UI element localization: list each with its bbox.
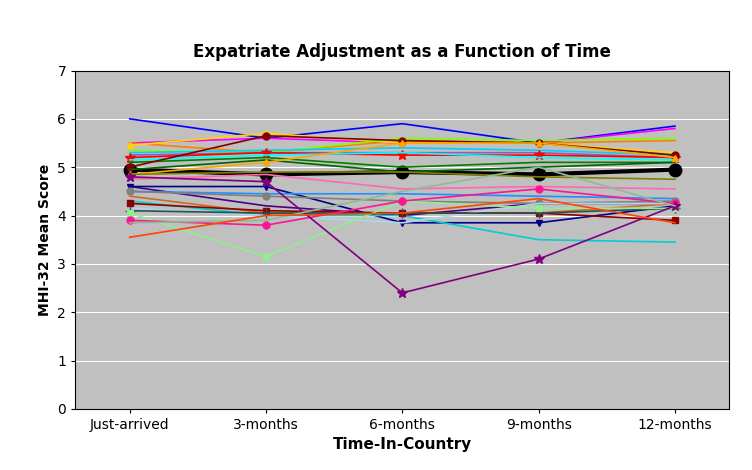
Title: Expatriate Adjustment as a Function of Time: Expatriate Adjustment as a Function of T… — [193, 43, 611, 61]
Y-axis label: MHI-32 Mean Score: MHI-32 Mean Score — [38, 164, 52, 316]
X-axis label: Time-In-Country: Time-In-Country — [332, 438, 472, 453]
